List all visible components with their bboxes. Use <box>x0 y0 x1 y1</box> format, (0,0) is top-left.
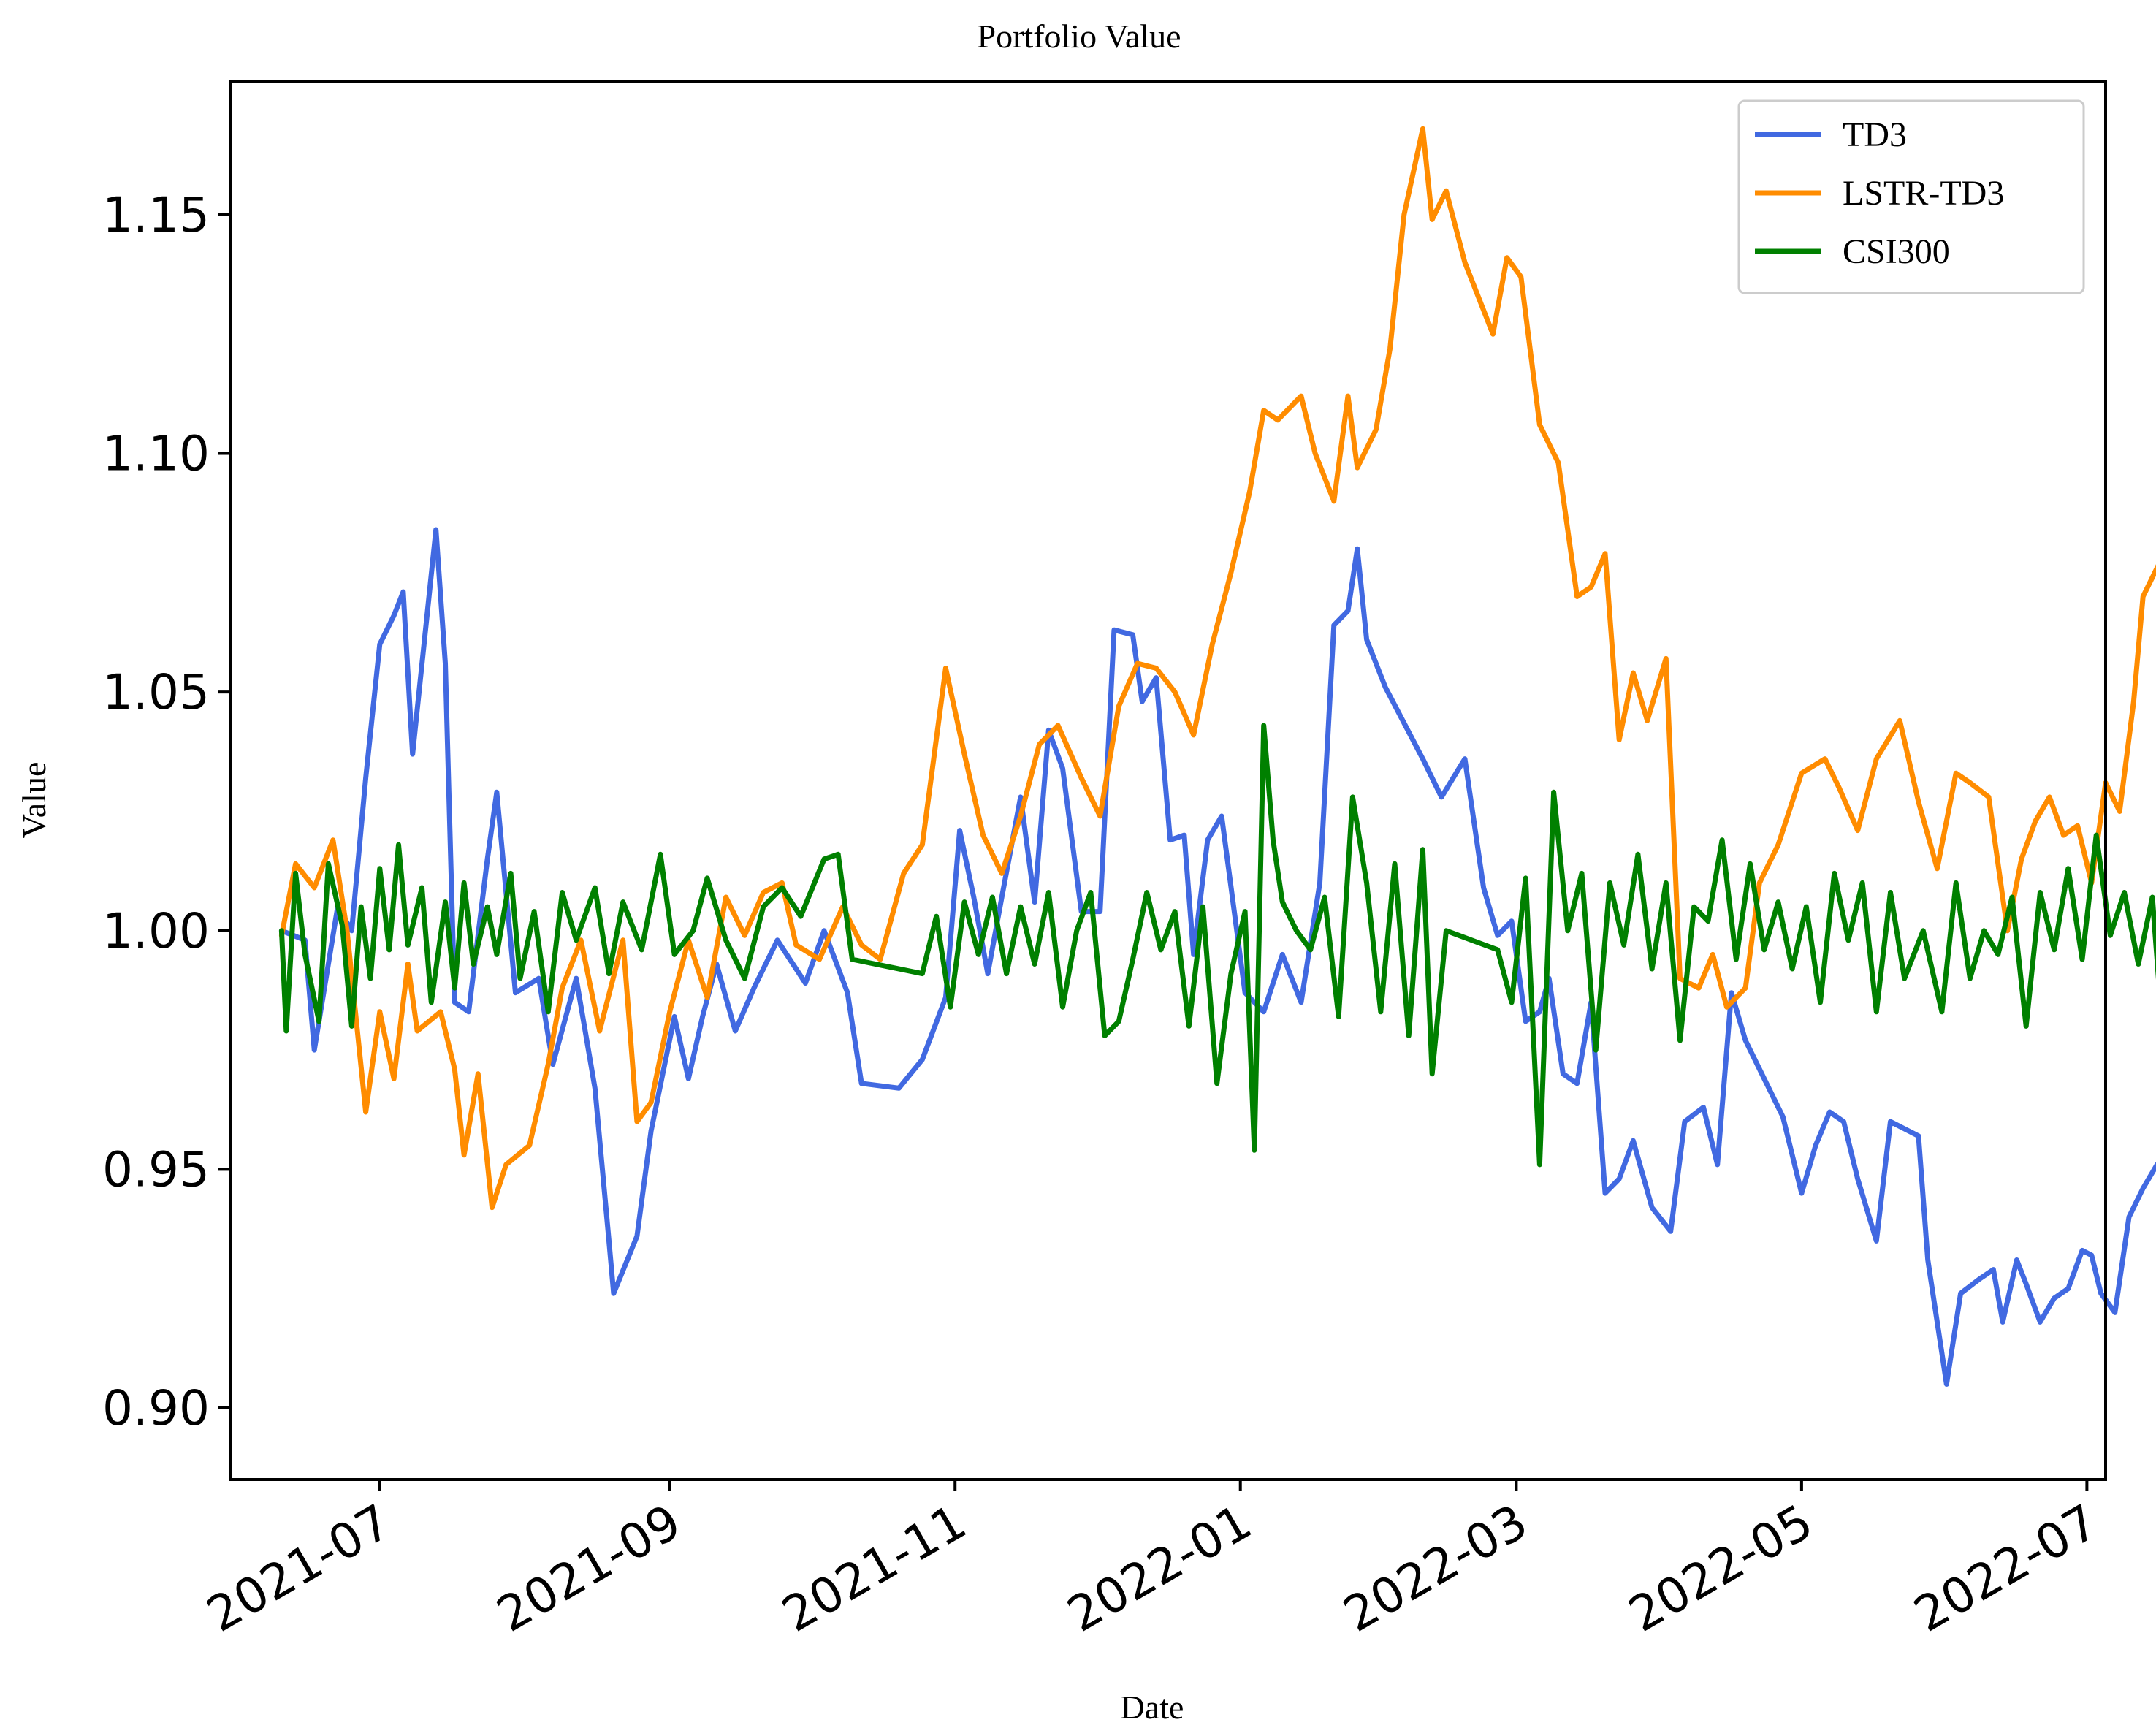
y-tick-label: 0.90 <box>102 1380 210 1436</box>
y-axis-label: Value <box>15 762 53 839</box>
x-tick-label: 2022-05 <box>1620 1493 1822 1643</box>
y-tick-label: 0.95 <box>102 1141 210 1198</box>
legend-box <box>1737 99 2085 294</box>
series-line-lstr-td3 <box>278 126 2156 1211</box>
legend-label-csi300: CSI300 <box>1843 232 1950 271</box>
y-tick-label: 1.10 <box>102 426 210 482</box>
plot-frame <box>229 80 2107 1481</box>
legend-label-td3: TD3 <box>1843 115 1907 154</box>
legend-label-lstr-td3: LSTR-TD3 <box>1843 174 2004 213</box>
x-tick-label: 2021-11 <box>773 1493 975 1643</box>
y-tick-label: 1.00 <box>102 903 210 959</box>
x-tick-label: 2022-07 <box>1905 1493 2107 1643</box>
y-tick-label: 1.15 <box>102 187 210 243</box>
chart-title: Portfolio Value <box>978 18 1181 55</box>
x-tick-label: 2021-07 <box>198 1493 400 1643</box>
series-layer <box>278 126 2156 1387</box>
x-tick-label: 2022-03 <box>1334 1493 1536 1643</box>
y-axis: 0.90 0.95 1.00 1.05 1.10 1.15 <box>102 187 230 1436</box>
legend: TD3 LSTR-TD3 CSI300 <box>1737 99 2085 294</box>
x-axis-label: Date <box>1121 1689 1184 1726</box>
x-tick-label: 2021-09 <box>487 1493 690 1643</box>
y-tick-label: 1.05 <box>102 664 210 720</box>
series-line-td3 <box>278 527 2156 1387</box>
series-line-csi300 <box>278 723 2156 1168</box>
x-tick-label: 2022-01 <box>1058 1493 1260 1643</box>
x-axis: 2021-07 2021-09 2021-11 2022-01 2022-03 2022-… <box>198 1480 2107 1643</box>
